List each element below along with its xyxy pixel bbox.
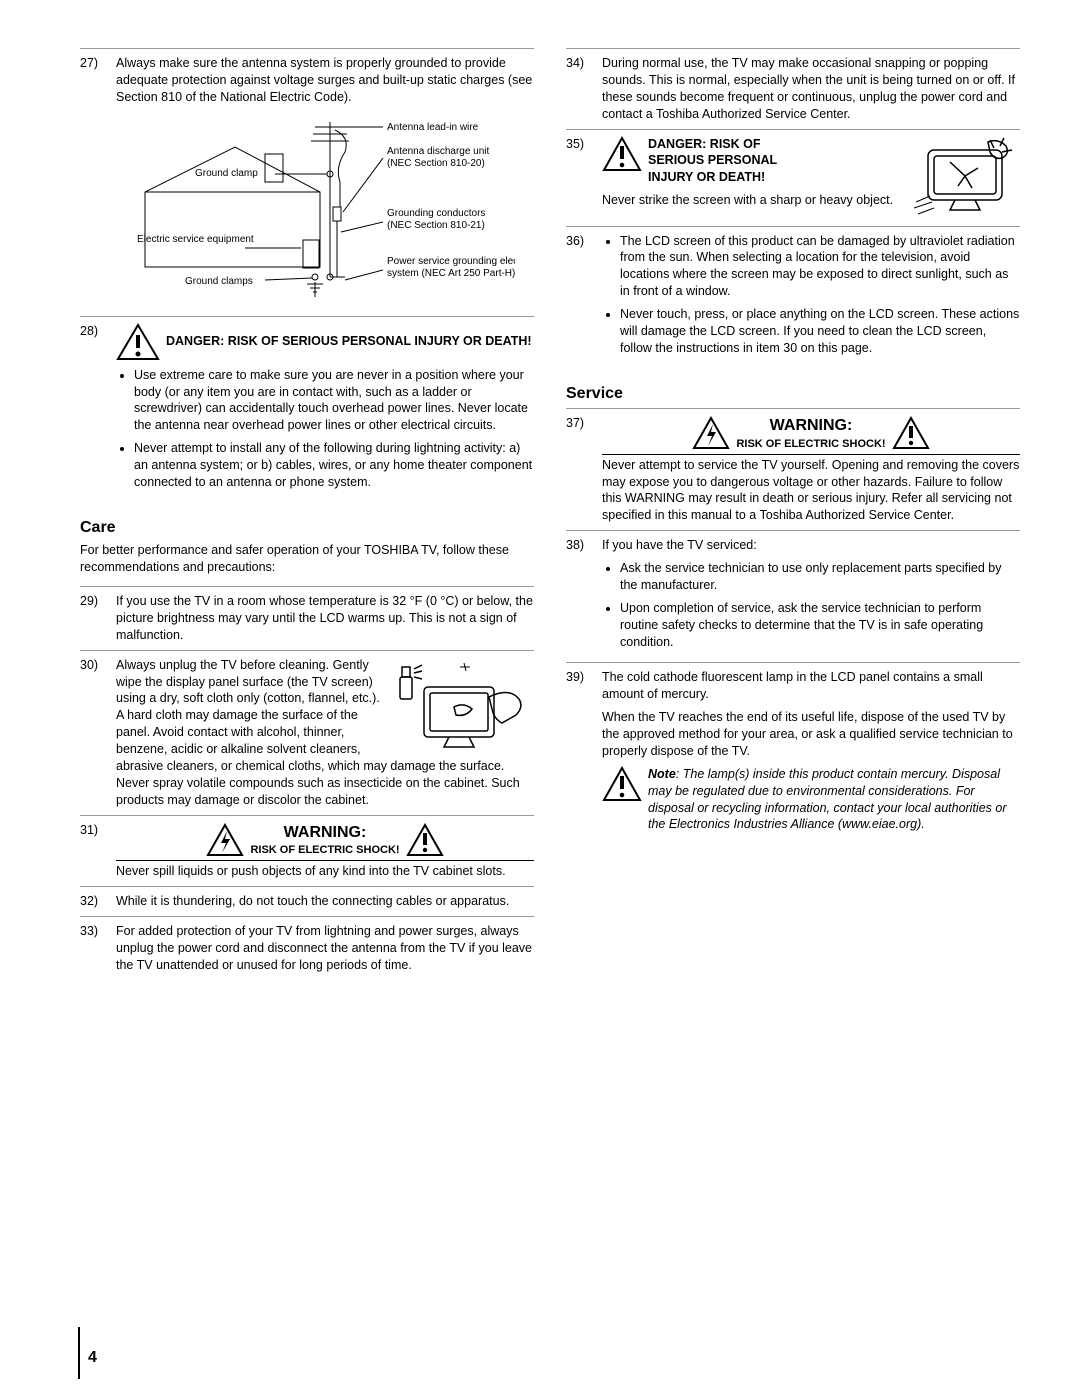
bullet: Ask the service technician to use only r… xyxy=(620,560,1020,594)
tv-cleaning-illustration xyxy=(394,657,534,752)
item-text: During normal use, the TV may make occas… xyxy=(602,55,1020,123)
item-number: 29) xyxy=(80,593,116,644)
diagram-label: (NEC Section 810-20) xyxy=(387,158,485,169)
item-27: 27) Always make sure the antenna system … xyxy=(80,48,534,316)
item-35: 35) xyxy=(566,129,1020,226)
item-number: 28) xyxy=(80,323,116,497)
warning-bolt-icon xyxy=(206,823,244,857)
bullet: Use extreme care to make sure you are ne… xyxy=(134,367,534,435)
item-text: Never spill liquids or push objects of a… xyxy=(116,860,534,880)
antenna-grounding-diagram: Antenna lead-in wire Antenna discharge u… xyxy=(135,112,515,302)
diagram-label: (NEC Section 810-21) xyxy=(387,220,485,231)
item-body: The cold cathode fluorescent lamp in the… xyxy=(602,669,1020,833)
diagram-label: Ground clamps xyxy=(185,276,253,287)
item-body: WARNING: RISK OF ELECTRIC SHOCK! Never a… xyxy=(602,415,1020,524)
item-text: Always make sure the antenna system is p… xyxy=(116,56,532,104)
item-text: For added protection of your TV from lig… xyxy=(116,923,534,974)
item-28: 28) DANGER: RISK OF SERIOUS PERSONAL INJ… xyxy=(80,316,534,503)
page-number: 4 xyxy=(88,1347,97,1369)
page-margin-bar xyxy=(78,1327,80,1379)
item-text: If you have the TV serviced: xyxy=(602,538,757,552)
item-33: 33) For added protection of your TV from… xyxy=(80,916,534,980)
item-36: 36) The LCD screen of this product can b… xyxy=(566,226,1020,369)
warning-subtitle: RISK OF ELECTRIC SHOCK! xyxy=(736,437,885,452)
warning-subtitle: RISK OF ELECTRIC SHOCK! xyxy=(250,843,399,858)
page: 27) Always make sure the antenna system … xyxy=(0,0,1080,1399)
diagram-label: Electric service equipment xyxy=(137,234,254,245)
right-column: 34) During normal use, the TV may make o… xyxy=(566,48,1020,1379)
diagram-label: Ground clamp xyxy=(195,168,258,179)
warning-exclamation-icon xyxy=(892,416,930,450)
item-number: 38) xyxy=(566,537,602,656)
item-39: 39) The cold cathode fluorescent lamp in… xyxy=(566,662,1020,839)
item-body: Always unplug the TV before cleaning. Ge… xyxy=(116,657,534,809)
item-number: 30) xyxy=(80,657,116,809)
diagram-label: Power service grounding electrode xyxy=(387,256,515,267)
diagram-label: Antenna discharge unit xyxy=(387,146,490,157)
bullet: The LCD screen of this product can be da… xyxy=(620,233,1020,301)
item-number: 32) xyxy=(80,893,116,910)
item-number: 35) xyxy=(566,136,602,220)
care-intro: For better performance and safer operati… xyxy=(80,542,534,576)
item-31: 31) WARNING: RISK OF ELECTRIC SHOCK! xyxy=(80,815,534,886)
bullet: Upon completion of service, ask the serv… xyxy=(620,600,1020,651)
warning-exclamation-icon xyxy=(406,823,444,857)
item-37: 37) WARNING: RISK OF ELECTRIC SHOCK! xyxy=(566,408,1020,530)
item-number: 37) xyxy=(566,415,602,524)
cracked-tv-illustration xyxy=(910,136,1020,216)
item-body: DANGER: RISK OF SERIOUS PERSONAL INJURY … xyxy=(116,323,534,497)
warning-exclamation-icon xyxy=(116,323,160,361)
item-body: The LCD screen of this product can be da… xyxy=(602,233,1020,363)
item-text: While it is thundering, do not touch the… xyxy=(116,893,534,910)
item-29: 29) If you use the TV in a room whose te… xyxy=(80,586,534,650)
item-text: If you use the TV in a room whose temper… xyxy=(116,593,534,644)
item-text: Never attempt to service the TV yourself… xyxy=(602,454,1020,525)
item-number: 39) xyxy=(566,669,602,833)
item-number: 33) xyxy=(80,923,116,974)
item-number: 36) xyxy=(566,233,602,363)
diagram-label: Antenna lead-in wire xyxy=(387,122,479,133)
bullet: Never touch, press, or place anything on… xyxy=(620,306,1020,357)
danger-title: DANGER: RISK OF SERIOUS PERSONAL INJURY … xyxy=(166,333,532,350)
heading-service: Service xyxy=(566,383,1020,405)
diagram-label: Grounding conductors xyxy=(387,208,485,219)
note-text: Note: The lamp(s) inside this product co… xyxy=(648,766,1020,834)
item-38: 38) If you have the TV serviced: Ask the… xyxy=(566,530,1020,662)
warning-exclamation-icon xyxy=(602,136,642,172)
warning-exclamation-icon xyxy=(602,766,642,802)
item-body: DANGER: RISK OF SERIOUS PERSONAL INJURY … xyxy=(602,136,1020,220)
bullet: Never attempt to install any of the foll… xyxy=(134,440,534,491)
item-body: If you have the TV serviced: Ask the ser… xyxy=(602,537,1020,656)
item-32: 32) While it is thundering, do not touch… xyxy=(80,886,534,916)
item-body: Always make sure the antenna system is p… xyxy=(116,55,534,310)
note-body: : The lamp(s) inside this product contai… xyxy=(648,767,1007,832)
item-number: 27) xyxy=(80,55,116,310)
item-34: 34) During normal use, the TV may make o… xyxy=(566,48,1020,129)
item-text: The cold cathode fluorescent lamp in the… xyxy=(602,669,1020,703)
item-text: When the TV reaches the end of its usefu… xyxy=(602,709,1020,760)
heading-care: Care xyxy=(80,517,534,539)
item-number: 34) xyxy=(566,55,602,123)
warning-title: WARNING: xyxy=(736,415,885,437)
left-column: 27) Always make sure the antenna system … xyxy=(80,48,534,1379)
item-body: WARNING: RISK OF ELECTRIC SHOCK! Never s… xyxy=(116,822,534,880)
item-number: 31) xyxy=(80,822,116,880)
danger-title: DANGER: RISK OF SERIOUS PERSONAL INJURY … xyxy=(648,136,818,187)
diagram-label: system (NEC Art 250 Part-H) xyxy=(387,268,515,279)
note-label: Note xyxy=(648,767,676,781)
item-30: 30) xyxy=(80,650,534,815)
warning-bolt-icon xyxy=(692,416,730,450)
warning-title: WARNING: xyxy=(250,822,399,844)
